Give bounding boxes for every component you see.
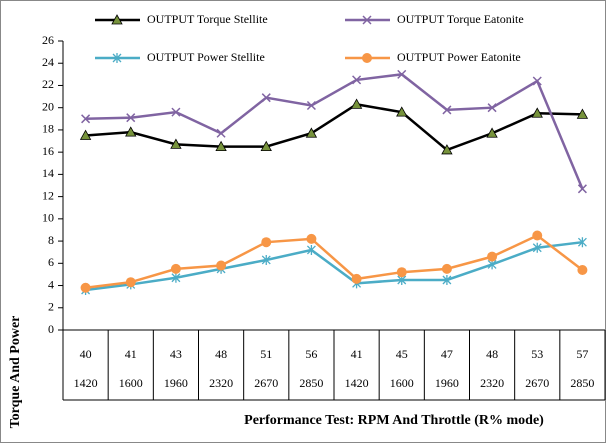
- legend-label: OUTPUT Power Stellite: [147, 50, 265, 64]
- marker: [352, 75, 362, 85]
- marker: [79, 129, 92, 140]
- x-tick-label-rpm: 1420: [345, 376, 369, 390]
- marker: [260, 140, 272, 151]
- marker: [577, 264, 588, 275]
- x-tick-label: 48: [486, 347, 498, 361]
- marker: [306, 100, 316, 110]
- x-tick-label-rpm: 2670: [525, 376, 549, 390]
- x-tick-label-rpm: 1600: [119, 376, 143, 390]
- marker: [577, 184, 587, 194]
- marker: [577, 237, 587, 248]
- x-tick-label-rpm: 2850: [570, 376, 594, 390]
- x-tick-label-rpm: 1960: [435, 376, 459, 390]
- marker: [112, 53, 122, 63]
- marker: [396, 267, 407, 278]
- marker: [487, 103, 497, 113]
- marker: [171, 272, 181, 283]
- y-tick-label: 24: [42, 55, 54, 69]
- y-tick-label: 8: [48, 233, 54, 247]
- marker: [216, 128, 226, 138]
- legend-label: OUTPUT Torque Stellite: [147, 12, 268, 26]
- marker: [350, 98, 363, 109]
- x-axis-label: Performance Test: RPM And Throttle (R% m…: [244, 413, 544, 428]
- series-line: [85, 240, 583, 292]
- marker: [351, 273, 362, 284]
- marker: [170, 263, 181, 274]
- marker: [261, 237, 272, 248]
- marker: [442, 274, 452, 285]
- y-tick-label: 4: [48, 277, 54, 291]
- marker: [532, 76, 542, 86]
- marker: [80, 282, 91, 293]
- marker: [306, 244, 316, 255]
- x-tick-label: 40: [80, 347, 92, 361]
- x-tick-label-rpm: 1600: [390, 376, 414, 390]
- x-tick-label: 57: [576, 347, 588, 361]
- marker: [125, 126, 137, 137]
- marker: [216, 260, 227, 271]
- x-tick-label: 48: [215, 347, 227, 361]
- x-tick-label-rpm: 2320: [480, 376, 504, 390]
- y-tick-label: 10: [42, 211, 54, 225]
- series-line: [85, 234, 584, 290]
- marker: [125, 277, 136, 288]
- y-tick-label: 22: [42, 77, 54, 91]
- series-line: [85, 103, 583, 152]
- marker: [532, 242, 542, 253]
- marker: [261, 93, 271, 103]
- x-tick-label: 45: [396, 347, 408, 361]
- x-tick-label: 41: [351, 347, 363, 361]
- x-tick-label: 41: [125, 347, 137, 361]
- marker: [397, 69, 407, 79]
- y-tick-label: 0: [48, 322, 54, 336]
- marker: [171, 107, 181, 117]
- x-tick-label-rpm: 2850: [299, 376, 323, 390]
- x-tick-label-rpm: 1960: [164, 376, 188, 390]
- marker: [576, 108, 589, 119]
- y-tick-label: 16: [42, 144, 54, 158]
- marker: [362, 53, 372, 63]
- marker: [442, 105, 452, 115]
- y-axis-label: Torque And Power: [8, 316, 23, 429]
- y-tick-label: 20: [42, 99, 54, 113]
- marker: [487, 251, 498, 262]
- x-tick-label: 43: [170, 347, 182, 361]
- y-tick-label: 2: [48, 300, 54, 314]
- marker: [396, 106, 408, 117]
- series-line: [85, 73, 584, 190]
- x-tick-label: 53: [531, 347, 543, 361]
- marker: [441, 144, 453, 155]
- y-tick-label: 6: [48, 255, 54, 269]
- x-tick-label: 51: [260, 347, 272, 361]
- marker: [170, 138, 182, 149]
- legend-label: OUTPUT Torque Eatonite: [397, 12, 524, 26]
- y-tick-label: 26: [42, 33, 54, 47]
- y-tick-label: 12: [42, 188, 54, 202]
- marker: [486, 127, 498, 138]
- marker: [111, 14, 123, 25]
- y-tick-label: 14: [42, 166, 54, 180]
- marker: [81, 114, 91, 124]
- x-tick-label: 47: [441, 347, 453, 361]
- y-tick-label: 18: [42, 122, 54, 136]
- marker: [306, 233, 317, 244]
- x-tick-label-rpm: 2670: [254, 376, 278, 390]
- x-tick-label: 56: [305, 347, 317, 361]
- x-tick-label-rpm: 2320: [209, 376, 233, 390]
- x-tick-label-rpm: 1420: [74, 376, 98, 390]
- marker: [441, 263, 452, 274]
- legend-label: OUTPUT Power Eatonite: [397, 50, 521, 64]
- marker: [305, 127, 318, 138]
- marker: [532, 230, 543, 241]
- marker: [215, 140, 227, 151]
- marker: [261, 254, 271, 265]
- marker: [531, 107, 543, 118]
- marker: [362, 15, 372, 25]
- marker: [126, 113, 136, 123]
